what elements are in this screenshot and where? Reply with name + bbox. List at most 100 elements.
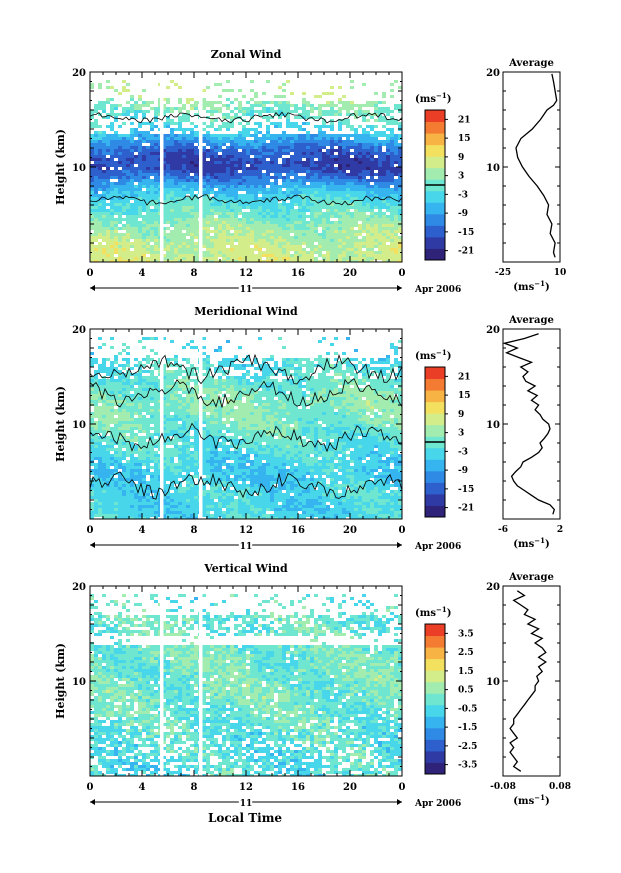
heatmap-cell [378, 212, 382, 215]
heatmap-cell [302, 227, 306, 230]
heatmap-cell [186, 254, 190, 257]
heatmap-cell [350, 230, 354, 233]
heatmap-cell [166, 122, 170, 125]
heatmap-cell [230, 179, 234, 182]
heatmap-cell [210, 245, 214, 248]
heatmap-cell [278, 107, 282, 110]
heatmap-cell [138, 185, 142, 188]
heatmap-cell [226, 191, 230, 194]
heatmap-cell [282, 251, 286, 254]
heatmap-cell [298, 260, 302, 262]
heatmap-cell [270, 146, 274, 149]
heatmap-cell [322, 224, 326, 227]
heatmap-cell [262, 116, 266, 119]
heatmap-cell [378, 107, 382, 110]
heatmap-cell [110, 478, 114, 481]
heatmap-cell [366, 209, 370, 212]
heatmap-cell [298, 212, 302, 215]
heatmap-cell [382, 212, 386, 215]
heatmap-cell [362, 176, 366, 179]
heatmap-cell [226, 254, 230, 257]
heatmap-cell [130, 227, 134, 230]
heatmap-cell [118, 233, 122, 236]
heatmap-cell [218, 128, 222, 131]
heatmap-cell [114, 185, 118, 188]
heatmap-cell [366, 149, 370, 152]
heatmap-cell [226, 248, 230, 251]
heatmap-cell [330, 197, 334, 200]
heatmap-cell [154, 385, 158, 388]
heatmap-cell [318, 209, 322, 212]
heatmap-cell [222, 122, 226, 125]
heatmap-cell [290, 206, 294, 209]
heatmap-cell [170, 260, 174, 262]
heatmap-cell [134, 427, 138, 430]
heatmap-cell [362, 203, 366, 206]
heatmap-cell [166, 203, 170, 206]
heatmap-cell [294, 185, 298, 188]
heatmap-cell [398, 206, 402, 209]
heatmap-cell [214, 110, 218, 113]
heatmap-cell [170, 122, 174, 125]
heatmap-cell [266, 257, 270, 260]
heatmap-cell [386, 152, 390, 155]
heatmap-cell [338, 218, 342, 221]
heatmap-cell [382, 242, 386, 245]
heatmap-cell [370, 104, 374, 107]
heatmap-cell [94, 430, 98, 433]
heatmap-cell [334, 179, 338, 182]
heatmap-cell [354, 212, 358, 215]
heatmap-cell [150, 370, 154, 373]
heatmap-cell [210, 101, 214, 104]
heatmap-cell [110, 248, 114, 251]
heatmap-cell [146, 236, 150, 239]
heatmap-cell [126, 430, 130, 433]
heatmap-cell [150, 508, 154, 511]
heatmap-cell [222, 248, 226, 251]
heatmap-cell [118, 239, 122, 242]
heatmap-cell [186, 197, 190, 200]
heatmap-cell [370, 125, 374, 128]
heatmap-cell [90, 260, 94, 262]
heatmap-cell [126, 155, 130, 158]
heatmap-cell [186, 230, 190, 233]
heatmap-cell [154, 424, 158, 427]
heatmap-cell [94, 403, 98, 406]
heatmap-cell [254, 215, 258, 218]
heatmap-cell [314, 95, 318, 98]
heatmap-cell [98, 158, 102, 161]
heatmap-cell [242, 233, 246, 236]
heatmap-cell [138, 442, 142, 445]
heatmap-cell [146, 496, 150, 499]
heatmap-cell [342, 146, 346, 149]
heatmap-cell [326, 173, 330, 176]
heatmap-cell [222, 140, 226, 143]
heatmap-cell [162, 385, 166, 388]
heatmap-cell [118, 212, 122, 215]
heatmap-cell [254, 167, 258, 170]
heatmap-cell [334, 158, 338, 161]
heatmap-cell [190, 167, 194, 170]
heatmap-cell [166, 460, 170, 463]
heatmap-cell [130, 254, 134, 257]
heatmap-cell [346, 173, 350, 176]
heatmap-cell [174, 361, 178, 364]
heatmap-cell [90, 517, 94, 519]
heatmap-cell [102, 367, 106, 370]
heatmap-cell [322, 188, 326, 191]
heatmap-cell [254, 194, 258, 197]
heatmap-cell [134, 511, 138, 514]
heatmap-cell [182, 212, 186, 215]
heatmap-cell [146, 508, 150, 511]
heatmap-cell [138, 376, 142, 379]
heatmap-cell [258, 188, 262, 191]
heatmap-cell [122, 364, 126, 367]
heatmap-cell [170, 373, 174, 376]
heatmap-cell [350, 254, 354, 257]
heatmap-cell [362, 128, 366, 131]
heatmap-cell [362, 161, 366, 164]
heatmap-cell [150, 218, 154, 221]
heatmap-cell [214, 212, 218, 215]
heatmap-cell [338, 251, 342, 254]
heatmap-cell [394, 242, 398, 245]
